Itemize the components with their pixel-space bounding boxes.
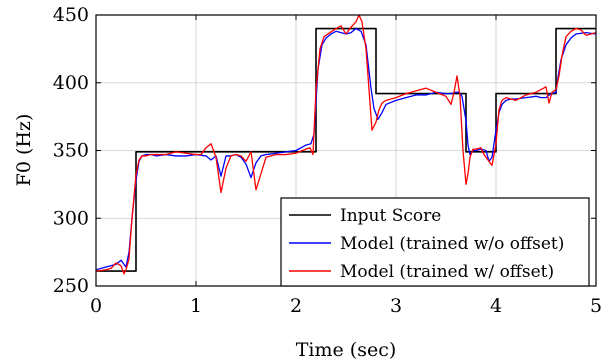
x-tick-label: 0	[90, 295, 102, 317]
x-tick-label: 4	[490, 295, 502, 317]
series-line-2	[96, 27, 596, 271]
y-tick-label: 350	[53, 140, 89, 162]
x-tick-label: 1	[190, 295, 202, 317]
x-tick-label: 3	[390, 295, 402, 317]
legend-label-1: Input Score	[340, 206, 441, 226]
series-line-3	[96, 15, 596, 275]
legend: Input Score Model (trained w/o offset) Mod…	[280, 197, 590, 287]
series-group	[96, 15, 596, 275]
series-line-1	[96, 27, 596, 272]
legend-label-2: Model (trained w/o offset)	[340, 234, 564, 254]
y-tick-label: 250	[53, 275, 89, 297]
x-tick-label: 2	[290, 295, 302, 317]
y-tick-label: 400	[53, 72, 89, 94]
legend-label-3: Model (trained w/ offset)	[340, 262, 554, 282]
legend-box	[280, 197, 590, 287]
x-tick-label: 5	[590, 295, 602, 317]
x-axis-label: Time (sec)	[296, 339, 397, 361]
y-tick-label: 450	[53, 4, 89, 26]
y-axis-label: F0 (Hz)	[13, 114, 35, 187]
y-tick-label: 300	[53, 207, 89, 229]
